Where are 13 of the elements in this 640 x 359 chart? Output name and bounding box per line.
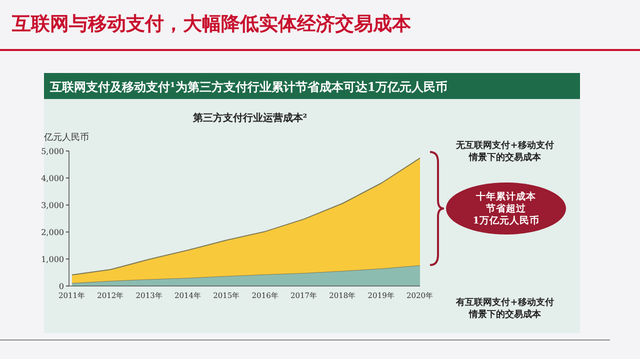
text: 无互联网支付+移动支付情景下的交易成本 [455,140,554,163]
y-tick-label: 1,000 [41,255,64,264]
y-tick-label: 4,000 [41,174,64,183]
chart-title: 互联网与移动支付，大幅降低实体经济交易成本 [11,13,412,35]
y-tick-label: 5,000 [41,147,64,156]
x-axis-title: 第三方支付行业运营成本² [192,112,308,124]
text: 十年累计成本节省超过1万亿元人民币 [472,190,540,226]
y-tick-label: 0 [58,282,64,291]
y-axis-title: 亿元人民币 [43,132,89,143]
y-tick-label: 3,000 [41,201,64,210]
chart-subtitle: 互联网支付及移动支付¹为第三方支付行业累计节省成本可达1万亿元人民币 [49,80,448,94]
y-tick-label: 2,000 [41,228,64,237]
text: 有互联网支付+移动支付情景下的交易成本 [455,297,554,320]
